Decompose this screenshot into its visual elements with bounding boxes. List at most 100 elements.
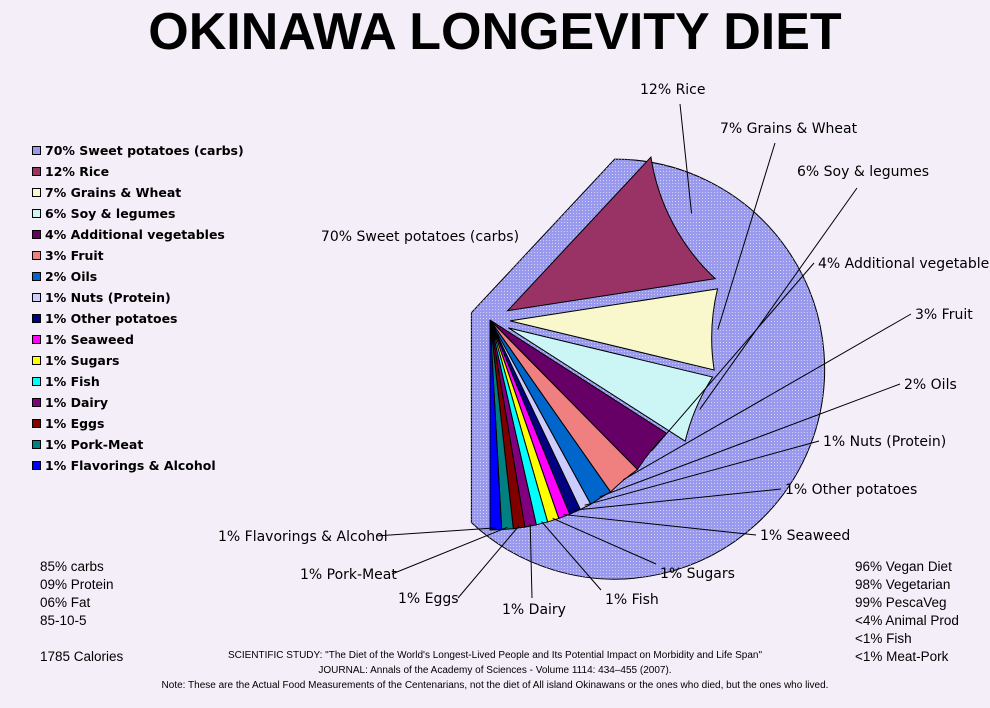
- slice-label-nuts-protein: 1% Nuts (Protein): [823, 434, 946, 450]
- legend-swatch: [32, 356, 41, 365]
- legend-label: 3% Fruit: [45, 248, 104, 263]
- legend-swatch: [32, 461, 41, 470]
- slice-label-additional-vegetables: 4% Additional vegetables: [818, 256, 990, 272]
- leader-line: [552, 517, 657, 565]
- slice-soy-legumes: [508, 327, 714, 442]
- legend-label: 1% Other potatoes: [45, 311, 178, 326]
- legend-swatch: [32, 335, 41, 344]
- legend-item: 4% Additional vegetables: [32, 224, 244, 245]
- legend-item: 12% Rice: [32, 161, 244, 182]
- legend-swatch: [32, 251, 41, 260]
- legend-item: 2% Oils: [32, 266, 244, 287]
- leader-line: [699, 187, 858, 410]
- legend-label: 1% Fish: [45, 374, 100, 389]
- legend-item: 7% Grains & Wheat: [32, 182, 244, 203]
- legend-swatch: [32, 377, 41, 386]
- chart-title: OKINAWA LONGEVITY DIET: [148, 3, 842, 61]
- leader-line: [599, 383, 901, 498]
- leader-line: [679, 103, 693, 214]
- stat-fish: <1% Fish: [855, 631, 912, 646]
- macro-carbs: 85% carbs: [40, 559, 104, 574]
- leader-line: [622, 313, 912, 481]
- leader-line: [574, 488, 782, 511]
- legend-swatch: [32, 167, 41, 176]
- legend-swatch: [32, 440, 41, 449]
- legend-item: 1% Flavorings & Alcohol: [32, 455, 244, 476]
- legend-label: 6% Soy & legumes: [45, 206, 176, 221]
- legend-item: 1% Sugars: [32, 350, 244, 371]
- leader-line: [651, 262, 815, 452]
- footer: SCIENTIFIC STUDY: "The Diet of the World…: [0, 648, 990, 693]
- slice-grains-wheat: [509, 288, 719, 371]
- slice-label-eggs: 1% Eggs: [398, 591, 459, 607]
- macro-ratio: 85-10-5: [40, 613, 87, 628]
- legend-swatch: [32, 146, 41, 155]
- legend-label: 1% Sugars: [45, 353, 120, 368]
- macro-protein: 09% Protein: [40, 577, 114, 592]
- stat-animal: <4% Animal Prod: [855, 613, 959, 628]
- slice-rice: [506, 155, 717, 312]
- legend-swatch: [32, 419, 41, 428]
- stat-pescaveg: 99% PescaVeg: [855, 595, 947, 610]
- legend-swatch: [32, 398, 41, 407]
- legend-label: 2% Oils: [45, 269, 98, 284]
- legend-item: 1% Seaweed: [32, 329, 244, 350]
- legend-label: 7% Grains & Wheat: [45, 185, 182, 200]
- legend-item: 1% Dairy: [32, 392, 244, 413]
- slice-label-oils: 2% Oils: [904, 377, 957, 393]
- macro-summary: 85% carbs 09% Protein 06% Fat 85-10-5: [40, 558, 114, 630]
- journal-citation: JOURNAL: Annals of the Academy of Scienc…: [318, 665, 672, 676]
- study-citation: SCIENTIFIC STUDY: "The Diet of the World…: [227, 650, 763, 661]
- leader-line: [717, 142, 776, 330]
- legend-item: 3% Fruit: [32, 245, 244, 266]
- legend-label: 1% Flavorings & Alcohol: [45, 458, 216, 473]
- legend-swatch: [32, 230, 41, 239]
- stat-vegetarian: 98% Vegetarian: [855, 577, 951, 592]
- leader-line: [529, 524, 533, 599]
- macro-fat: 06% Fat: [40, 595, 91, 610]
- slice-label-other-potatoes: 1% Other potatoes: [785, 482, 917, 498]
- slice-label-fruit: 3% Fruit: [915, 307, 973, 323]
- legend-label: 1% Pork-Meat: [45, 437, 144, 452]
- slice-label-sweet-potatoes-carbs: 70% Sweet potatoes (carbs): [321, 229, 519, 245]
- diet-stats: 96% Vegan Diet 98% Vegetarian 99% PescaV…: [855, 558, 959, 666]
- slice-label-pork-meat: 1% Pork-Meat: [300, 567, 397, 583]
- legend-swatch: [32, 188, 41, 197]
- legend-label: 1% Seaweed: [45, 332, 134, 347]
- legend-item: 1% Fish: [32, 371, 244, 392]
- legend-item: 1% Eggs: [32, 413, 244, 434]
- leader-line: [391, 526, 508, 575]
- stat-meat: <1% Meat-Pork: [855, 649, 949, 664]
- legend: 70% Sweet potatoes (carbs) 12% Rice 7% Gra…: [32, 140, 244, 476]
- stat-vegan: 96% Vegan Diet: [855, 559, 952, 574]
- slice-label-flavorings-alcohol: 1% Flavorings & Alcohol: [218, 529, 388, 545]
- leader-line: [541, 521, 602, 591]
- legend-item: 70% Sweet potatoes (carbs): [32, 140, 244, 161]
- legend-label: 4% Additional vegetables: [45, 227, 225, 242]
- slice-label-grains-wheat: 7% Grains & Wheat: [720, 121, 858, 137]
- legend-swatch: [32, 314, 41, 323]
- legend-item: 1% Nuts (Protein): [32, 287, 244, 308]
- legend-item: 6% Soy & legumes: [32, 203, 244, 224]
- legend-swatch: [32, 209, 41, 218]
- leader-line: [563, 514, 757, 536]
- legend-swatch: [32, 272, 41, 281]
- legend-swatch: [32, 293, 41, 302]
- legend-item: 1% Pork-Meat: [32, 434, 244, 455]
- slice-label-rice: 12% Rice: [640, 82, 706, 98]
- legend-label: 12% Rice: [45, 164, 110, 179]
- slice-label-fish: 1% Fish: [605, 592, 659, 608]
- legend-label: 70% Sweet potatoes (carbs): [45, 143, 244, 158]
- legend-item: 1% Other potatoes: [32, 308, 244, 329]
- footnote: Note: These are the Actual Food Measurem…: [161, 680, 829, 691]
- leader-line: [375, 527, 496, 537]
- leader-line: [457, 525, 520, 599]
- leader-line: [584, 440, 820, 506]
- slice-label-dairy: 1% Dairy: [502, 602, 566, 618]
- legend-label: 1% Dairy: [45, 395, 108, 410]
- slice-label-seaweed: 1% Seaweed: [760, 528, 850, 544]
- legend-label: 1% Eggs: [45, 416, 105, 431]
- slice-label-sugars: 1% Sugars: [660, 566, 735, 582]
- slice-label-soy-legumes: 6% Soy & legumes: [797, 164, 929, 180]
